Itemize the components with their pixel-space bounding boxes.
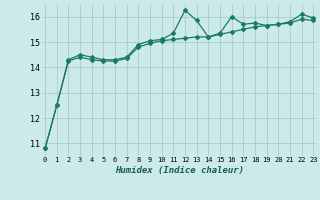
X-axis label: Humidex (Indice chaleur): Humidex (Indice chaleur) xyxy=(115,166,244,175)
